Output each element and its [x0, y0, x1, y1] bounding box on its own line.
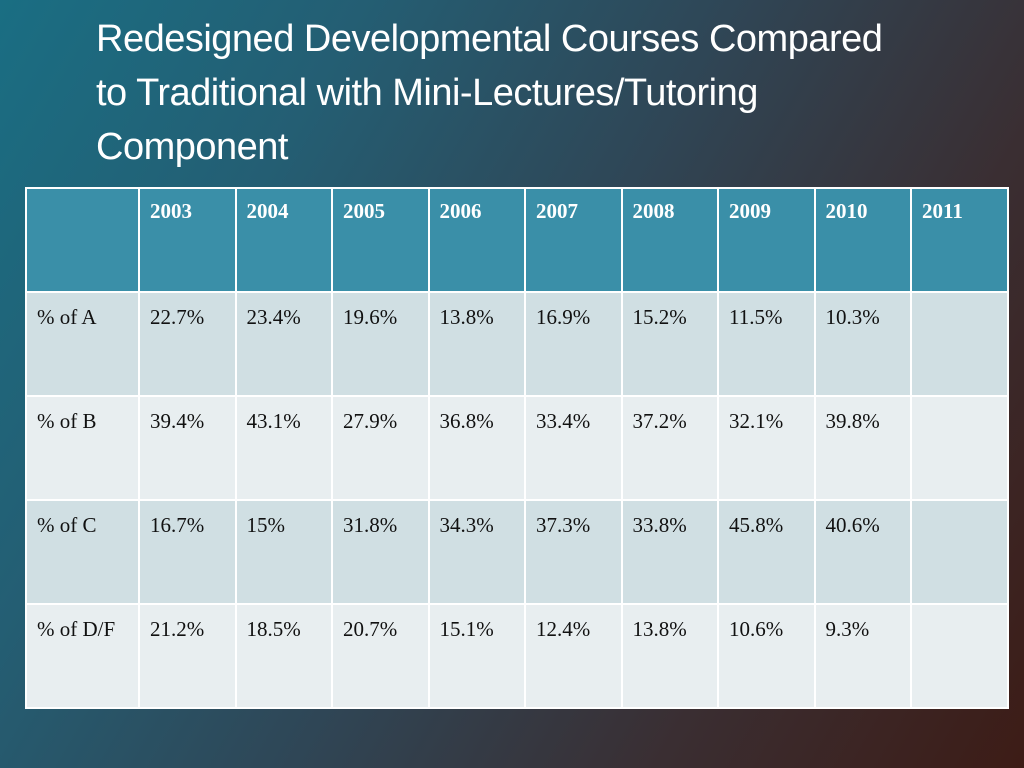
- table-cell: 22.7%: [138, 291, 237, 397]
- year-header: 2009: [717, 187, 816, 293]
- slide-title-line: to Traditional with Mini-Lectures/Tutori…: [96, 72, 758, 114]
- table-cell: [910, 395, 1009, 501]
- row-label: % of D/F: [25, 603, 140, 709]
- table-cell: 39.4%: [138, 395, 237, 501]
- year-header: 2005: [331, 187, 430, 293]
- table-cell: 12.4%: [524, 603, 623, 709]
- table-cell: 10.6%: [717, 603, 816, 709]
- year-header: 2010: [813, 187, 912, 293]
- table-row: % of C 16.7% 15% 31.8% 34.3% 37.3% 33.8%…: [25, 499, 1009, 605]
- table-cell: 21.2%: [138, 603, 237, 709]
- table-cell: 39.8%: [813, 395, 912, 501]
- table-cell: 15.1%: [427, 603, 526, 709]
- year-header: 2003: [138, 187, 237, 293]
- table-cell: 13.8%: [427, 291, 526, 397]
- table-cell: 43.1%: [234, 395, 333, 501]
- row-label: % of B: [25, 395, 140, 501]
- table-row: % of A 22.7% 23.4% 19.6% 13.8% 16.9% 15.…: [25, 291, 1009, 397]
- slide-title-line: Redesigned Developmental Courses Compare…: [96, 18, 883, 60]
- row-label: % of C: [25, 499, 140, 605]
- table-cell: 36.8%: [427, 395, 526, 501]
- table-cell: 45.8%: [717, 499, 816, 605]
- slide-title-line: Component: [96, 126, 288, 168]
- table-cell: [910, 499, 1009, 605]
- table-cell: 34.3%: [427, 499, 526, 605]
- table-cell: [910, 603, 1009, 709]
- table-cell: 18.5%: [234, 603, 333, 709]
- table-cell: 11.5%: [717, 291, 816, 397]
- table-cell: 13.8%: [620, 603, 719, 709]
- table-cell: 33.4%: [524, 395, 623, 501]
- table-cell: 37.3%: [524, 499, 623, 605]
- table-cell: 16.9%: [524, 291, 623, 397]
- table-cell: 16.7%: [138, 499, 237, 605]
- year-header: 2004: [234, 187, 333, 293]
- table-cell: 19.6%: [331, 291, 430, 397]
- year-header: 2011: [910, 187, 1009, 293]
- table-cell: 20.7%: [331, 603, 430, 709]
- table-cell: 27.9%: [331, 395, 430, 501]
- table-cell: [910, 291, 1009, 397]
- grade-distribution-table: 2003 2004 2005 2006 2007 2008 2009 2010 …: [25, 187, 1009, 709]
- table-cell: 32.1%: [717, 395, 816, 501]
- table-cell: 9.3%: [813, 603, 912, 709]
- slide-title: Redesigned Developmental Courses Compare…: [96, 12, 996, 174]
- table-cell: 10.3%: [813, 291, 912, 397]
- table-cell: 37.2%: [620, 395, 719, 501]
- year-header: 2007: [524, 187, 623, 293]
- table-cell: 40.6%: [813, 499, 912, 605]
- row-label: % of A: [25, 291, 140, 397]
- table-row: % of B 39.4% 43.1% 27.9% 36.8% 33.4% 37.…: [25, 395, 1009, 501]
- table-row: % of D/F 21.2% 18.5% 20.7% 15.1% 12.4% 1…: [25, 603, 1009, 709]
- table-cell: 31.8%: [331, 499, 430, 605]
- table-cell: 23.4%: [234, 291, 333, 397]
- year-header: 2008: [620, 187, 719, 293]
- table-cell: 15.2%: [620, 291, 719, 397]
- table-cell: 33.8%: [620, 499, 719, 605]
- table-cell: 15%: [234, 499, 333, 605]
- table-corner-cell: [25, 187, 140, 293]
- year-header: 2006: [427, 187, 526, 293]
- table-header-row: 2003 2004 2005 2006 2007 2008 2009 2010 …: [25, 187, 1009, 293]
